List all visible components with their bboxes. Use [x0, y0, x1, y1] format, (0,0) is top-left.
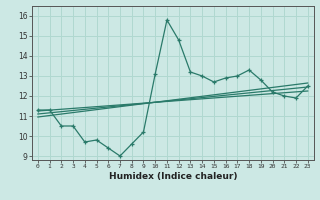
X-axis label: Humidex (Indice chaleur): Humidex (Indice chaleur): [108, 172, 237, 181]
